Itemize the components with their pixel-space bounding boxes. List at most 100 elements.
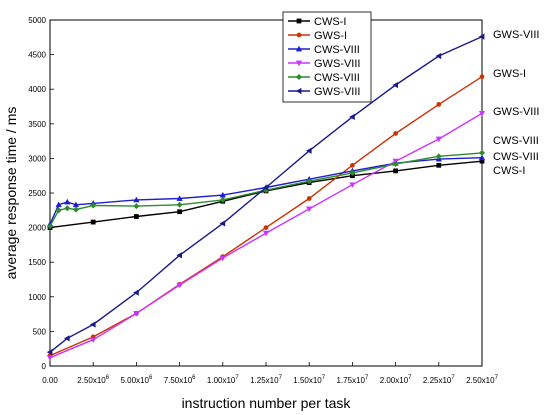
x-tick-exponent: 6 — [149, 375, 153, 381]
series-group — [46, 149, 486, 230]
y-tick-label: 500 — [33, 327, 47, 336]
x-tick-mantissa: 1.50x10 — [293, 376, 322, 385]
series-end-label: GWS-VIII — [493, 29, 539, 41]
data-point — [435, 52, 442, 60]
series-group — [47, 74, 485, 359]
data-point — [436, 102, 442, 107]
x-tick-label: 1.00x107 — [207, 375, 239, 385]
series-end-label: CWS-VIII — [493, 151, 539, 163]
y-axis-ticks: 0 500 1000 1500 2000 2500 3000 3500 4000 4500 5000 — [28, 16, 54, 371]
data-point — [64, 198, 71, 205]
data-point — [55, 207, 62, 214]
x-tick-mantissa: 1.25x10 — [250, 376, 279, 385]
data-point — [478, 33, 485, 40]
data-point — [219, 196, 226, 203]
series-group — [47, 158, 485, 230]
x-tick-exponent: 7 — [322, 375, 326, 381]
data-point — [478, 111, 486, 117]
series-end-label: CWS-I — [493, 165, 525, 177]
y-tick-label: 0 — [42, 362, 47, 371]
data-point — [478, 149, 486, 156]
data-point — [263, 225, 269, 230]
legend-label: GWS-I — [314, 30, 347, 42]
data-point — [306, 196, 312, 201]
data-point — [349, 182, 356, 188]
y-axis-title: average response time / ms — [3, 107, 19, 280]
legend-label: GWS-VIII — [314, 86, 360, 98]
data-point — [90, 337, 97, 343]
x-tick-label: 2.25x107 — [423, 375, 455, 385]
legend-item: CWS-I — [288, 16, 346, 28]
x-tick-exponent: 7 — [235, 375, 239, 381]
x-tick-exponent: 7 — [408, 375, 412, 381]
data-point — [349, 113, 355, 120]
x-tick-label: 0.00 — [42, 376, 58, 385]
x-tick-label: 2.50x107 — [466, 375, 498, 385]
series-end-label: GWS-I — [493, 68, 526, 80]
x-tick-exponent: 7 — [451, 375, 455, 381]
x-tick-mantissa: 2.25x10 — [423, 376, 452, 385]
data-point — [64, 205, 71, 212]
legend-swatch-marker — [295, 87, 302, 95]
data-point — [479, 74, 485, 80]
series-line — [49, 160, 483, 229]
data-point — [392, 81, 398, 89]
data-point — [133, 289, 139, 296]
x-tick-exponent: 7 — [365, 375, 369, 381]
legend-label: GWS-VIII — [314, 58, 360, 70]
series-group — [46, 33, 485, 356]
data-point — [435, 153, 442, 160]
legend-item: CWS-VIII — [288, 72, 360, 84]
data-point — [46, 355, 54, 361]
data-point — [306, 206, 313, 213]
legend-label: CWS-VIII — [314, 72, 360, 84]
x-tick-mantissa: 2.00x10 — [380, 376, 409, 385]
data-point — [219, 220, 226, 227]
x-tick-label: 1.75x107 — [336, 375, 368, 385]
data-point — [176, 252, 182, 259]
legend-label: CWS-I — [314, 16, 346, 28]
legend-swatch-marker — [295, 60, 303, 67]
data-point — [262, 184, 269, 191]
x-tick-exponent: 7 — [495, 375, 499, 381]
data-point — [133, 311, 140, 317]
y-tick-label: 5000 — [28, 16, 46, 25]
x-tick-exponent: 7 — [279, 375, 283, 381]
data-point — [46, 349, 53, 356]
data-point — [72, 206, 79, 213]
legend-swatch-marker — [296, 18, 302, 24]
data-point — [90, 202, 97, 209]
series-layer — [46, 33, 486, 361]
series-end-label: CWS-VIII — [493, 135, 539, 147]
data-point — [350, 162, 355, 168]
data-point — [55, 201, 62, 208]
data-point — [89, 321, 96, 328]
legend-item: GWS-VIII — [288, 58, 360, 70]
legend-swatch-marker — [295, 45, 303, 52]
x-axis-ticks: 0.00 2.50x106 5.00x106 7.50x106 1.00x107 1.25… — [42, 362, 499, 385]
x-tick-label: 2.50x106 — [77, 375, 109, 385]
legend-swatch-marker — [296, 32, 302, 38]
series-end-labels: CWS-I GWS-I CWS-VIII GWS-VIII CWS-VIII GWS-VI… — [493, 29, 539, 177]
x-axis-title: instruction number per task — [182, 395, 352, 411]
x-tick-label: 2.00x107 — [380, 375, 412, 385]
data-point — [306, 178, 313, 185]
data-point — [305, 147, 312, 154]
x-tick-label: 1.25x107 — [250, 375, 282, 385]
y-tick-label: 2000 — [28, 224, 46, 233]
data-point — [176, 195, 183, 201]
series-line — [49, 35, 483, 353]
x-tick-mantissa: 7.50x10 — [164, 376, 193, 385]
data-point — [393, 168, 398, 174]
x-tick-exponent: 6 — [192, 375, 196, 381]
data-point — [262, 230, 270, 237]
y-tick-label: 4500 — [28, 51, 46, 60]
legend-item: GWS-I — [288, 30, 347, 42]
data-point — [176, 282, 183, 289]
y-tick-label: 2500 — [28, 189, 46, 198]
x-tick-mantissa: 2.50x10 — [466, 376, 495, 385]
y-tick-label: 3000 — [28, 154, 46, 163]
legend-label: CWS-VIII — [314, 44, 360, 56]
data-point — [64, 335, 70, 342]
